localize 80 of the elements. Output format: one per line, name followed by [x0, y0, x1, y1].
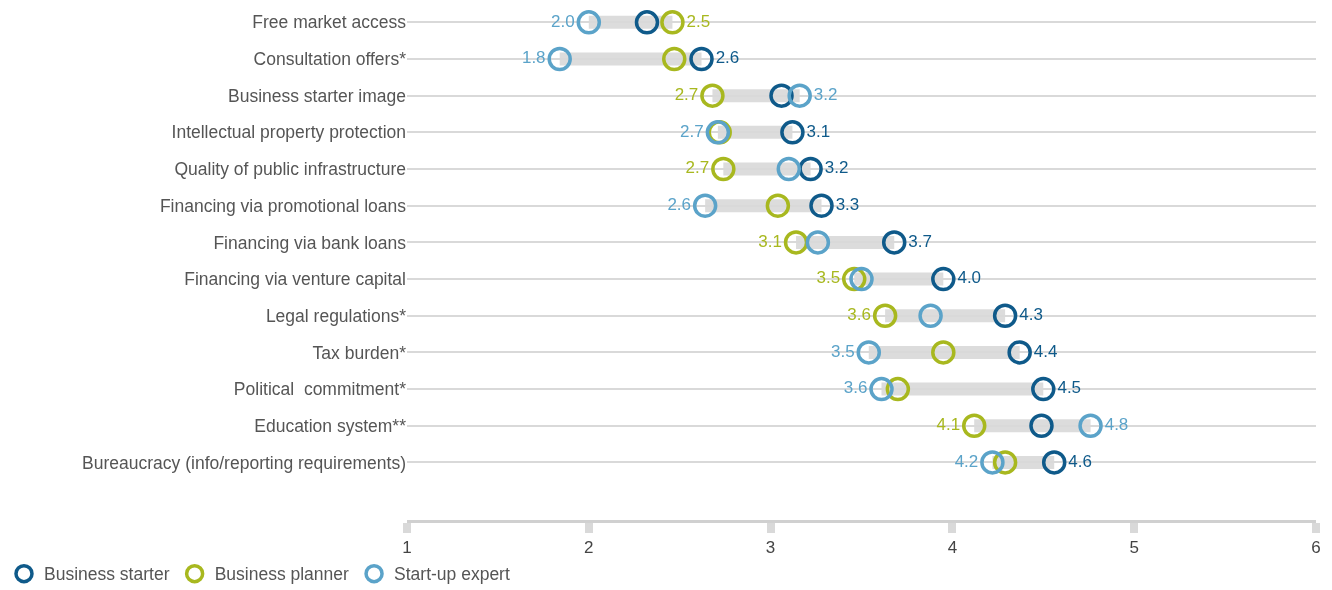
y-tick-label: Intellectual property protection [171, 122, 406, 143]
data-label: 4.6 [1068, 451, 1092, 471]
data-label: 4.4 [1033, 341, 1058, 361]
point [881, 230, 907, 255]
point [1031, 376, 1056, 402]
point [711, 156, 736, 182]
data-label: 3.1 [806, 121, 831, 141]
point [872, 303, 898, 328]
data-label: 3.6 [847, 304, 872, 324]
y-tick-label: Financing via venture capital [184, 269, 406, 290]
point [798, 156, 823, 182]
y-tick-label: Political commitment* [233, 379, 407, 400]
point [765, 193, 791, 218]
data-label: 2.7 [685, 158, 710, 178]
x-tick-label: 4 [947, 538, 958, 558]
point [809, 193, 834, 218]
legend-label: Business planner [214, 564, 350, 585]
data-label: 2.7 [680, 121, 704, 141]
data-label: 3.3 [835, 194, 860, 214]
point [1041, 450, 1067, 475]
data-label: 3.7 [908, 231, 932, 251]
x-tick-label: 2 [584, 538, 594, 558]
data-label: 2.6 [715, 48, 740, 68]
point [1007, 340, 1032, 365]
x-tick-label: 1 [402, 538, 412, 558]
point [931, 266, 956, 292]
point [660, 10, 685, 35]
legend-label: Business starter [44, 564, 170, 585]
legend-label: Start-up expert [394, 564, 510, 585]
y-tick-label: Legal regulations* [265, 305, 407, 326]
x-tick-label: 3 [765, 538, 776, 558]
data-label: 2.6 [667, 194, 692, 214]
y-tick-label: Business starter image [228, 85, 406, 106]
data-label: 4.5 [1057, 378, 1082, 398]
y-tick-label: Education system** [254, 415, 407, 436]
point [918, 303, 943, 328]
point [787, 83, 812, 108]
y-tick-label: Financing via bank loans [213, 232, 407, 253]
point [700, 83, 725, 108]
point [931, 340, 956, 365]
y-tick-label: Quality of public infrastructure [174, 159, 406, 180]
data-label: 1.8 [521, 48, 546, 68]
x-tick-label: 6 [1311, 538, 1321, 558]
x-tick-label: 5 [1129, 538, 1139, 558]
data-label: 2.5 [686, 11, 711, 31]
point [634, 10, 660, 35]
data-label: 3.1 [758, 231, 782, 251]
data-label: 4.1 [936, 415, 961, 434]
data-label: 3.5 [831, 341, 855, 361]
point [805, 230, 831, 255]
point [1078, 413, 1103, 438]
point [692, 193, 718, 218]
point [961, 413, 987, 438]
point [1029, 413, 1054, 438]
data-label: 4.2 [954, 451, 979, 471]
data-label: 3.2 [824, 158, 849, 178]
y-tick-label: Bureaucracy (info/reporting requirements) [82, 452, 406, 473]
y-tick-label: Financing via promotional loans [159, 195, 407, 216]
data-label: 4.0 [957, 268, 982, 288]
point [776, 156, 802, 182]
point [856, 340, 882, 365]
point [662, 46, 687, 72]
data-label: 3.6 [843, 378, 868, 398]
point [780, 120, 805, 145]
point [547, 46, 572, 72]
data-label: 3.2 [813, 84, 838, 104]
y-tick-label: Consultation offers* [253, 49, 407, 70]
point [992, 303, 1018, 328]
point [849, 266, 874, 292]
data-label: 4.8 [1104, 415, 1129, 434]
data-label: 2.7 [674, 84, 699, 104]
y-tick-label: Tax burden* [312, 342, 407, 363]
data-label: 4.3 [1019, 304, 1043, 324]
y-tick-label: Free market access [252, 12, 407, 33]
point [689, 46, 714, 72]
point [980, 450, 1005, 475]
data-label: 3.5 [816, 268, 841, 288]
data-label: 2.0 [551, 11, 575, 31]
point [869, 376, 894, 402]
point [576, 10, 602, 35]
